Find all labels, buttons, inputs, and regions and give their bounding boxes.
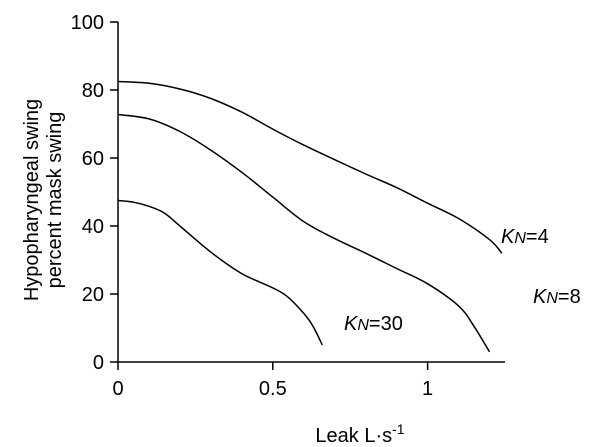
y-tick-label: 20: [82, 284, 104, 306]
y-tick-label: 80: [82, 80, 104, 102]
y-ticks: 0 20 40 60 80 100: [71, 12, 118, 374]
x-axis-title-text: Leak L·s: [315, 425, 392, 447]
y-tick-label: 60: [82, 148, 104, 170]
x-ticks: 0 0.5 1: [112, 362, 433, 400]
x-tick-label: 0: [112, 378, 123, 400]
x-tick-label: 1: [422, 378, 433, 400]
y-axis-title-line-1: Hypopharyngeal swing: [21, 99, 43, 301]
y-tick-label: 100: [71, 12, 104, 34]
x-axis: 0 0.5 1: [112, 361, 505, 400]
series-line-kn-30: [117, 199, 323, 346]
x-axis-title-exponent: -1: [392, 421, 405, 437]
x-axis-title: Leak L·s-1: [315, 421, 404, 447]
x-tick-label: 0.5: [259, 378, 287, 400]
y-tick-label: 0: [93, 352, 104, 374]
y-axis-title-line-2: percent mask swing: [44, 112, 66, 289]
series-label-kn-4: KN=4: [501, 226, 549, 248]
series-lines: [117, 80, 503, 353]
series-label-kn-8: KN=8: [533, 286, 581, 308]
y-axis-title: Hypopharyngeal swing percent mask swing: [21, 99, 66, 301]
series-line-kn-4: [117, 80, 503, 254]
series-line-kn-8: [117, 113, 491, 353]
y-axis: 0 20 40 60 80 100: [71, 12, 119, 374]
series-labels: KN=4 KN=8 KN=30: [344, 226, 581, 335]
series-label-kn-30: KN=30: [344, 313, 403, 335]
y-tick-label: 40: [82, 216, 104, 238]
